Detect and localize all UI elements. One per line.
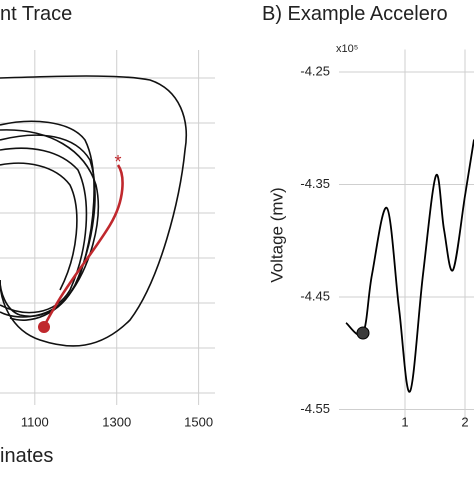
start-marker xyxy=(356,326,370,340)
y-tick-label: -4.35 xyxy=(300,176,330,191)
loop xyxy=(0,134,96,321)
start-point: * xyxy=(114,152,121,172)
x-tick-label: 1500 xyxy=(184,414,213,429)
x-tick-label: 1 xyxy=(401,414,408,429)
panel-a-grid xyxy=(0,50,215,405)
y-tick-label: -4.45 xyxy=(300,288,330,303)
loop xyxy=(0,129,100,318)
panel-b-title: B) Example Accelero xyxy=(262,3,448,25)
panel-a-x-label: inates xyxy=(0,445,53,467)
panel-b-y-label: Voltage (mv) xyxy=(267,187,286,282)
trace-path xyxy=(42,164,124,328)
x-tick-label: 2 xyxy=(461,414,468,429)
y-multiplier: x10⁵ xyxy=(336,43,358,55)
series-line xyxy=(345,139,474,393)
loop xyxy=(0,75,187,347)
panel-b xyxy=(339,49,474,421)
loop xyxy=(0,147,88,314)
y-tick-label: -4.55 xyxy=(300,401,330,416)
y-tick-label: -4.25 xyxy=(300,63,330,78)
end-point xyxy=(38,321,50,333)
loop xyxy=(0,120,95,317)
x-tick-label: 1100 xyxy=(21,414,49,429)
x-tick-label: 1300 xyxy=(102,414,131,429)
loop xyxy=(0,162,78,291)
trace-loops xyxy=(0,75,187,347)
panel-a-title: nt Trace xyxy=(0,3,72,25)
